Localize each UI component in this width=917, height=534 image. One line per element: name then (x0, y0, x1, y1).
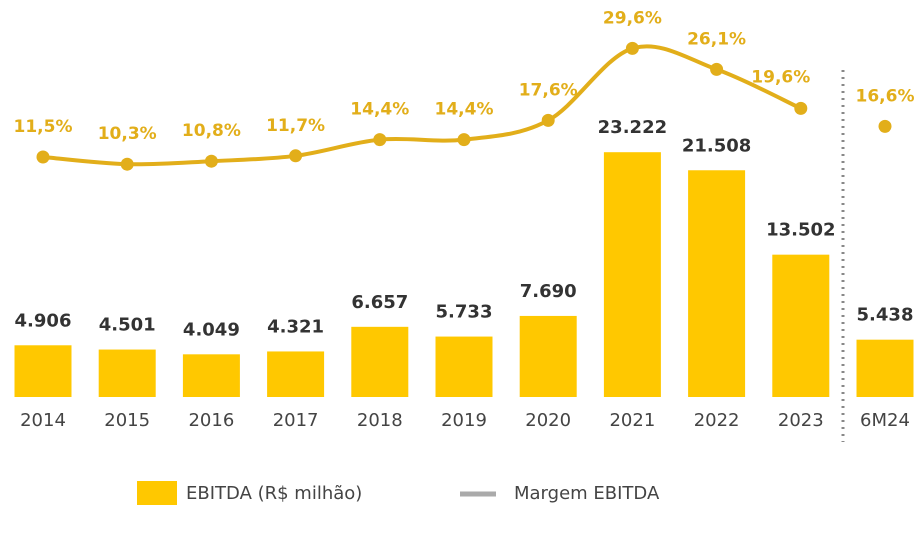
line-point (710, 62, 724, 76)
x-tick-label: 2022 (694, 410, 740, 431)
line-point (794, 101, 808, 115)
line-point (120, 157, 134, 171)
bar-label: 4.906 (15, 310, 72, 331)
line-label: 14,4% (435, 100, 494, 120)
line-point (289, 149, 303, 163)
line-label: 14,4% (350, 100, 409, 120)
bar-label: 23.222 (598, 117, 667, 138)
bar (688, 170, 746, 397)
bar-label: 21.508 (682, 135, 751, 156)
line-label: 10,3% (98, 124, 157, 144)
line-label: 16,6% (856, 86, 915, 106)
bar-label: 5.733 (436, 302, 493, 323)
line-point (878, 119, 892, 133)
line-label: 11,7% (266, 116, 325, 136)
bar (435, 336, 493, 397)
line-point (204, 154, 218, 168)
bar-label: 6.657 (351, 292, 408, 313)
line-label: 10,8% (182, 121, 241, 141)
x-tick-label: 2021 (609, 410, 655, 431)
line-label: 29,6% (603, 8, 662, 28)
legend-label: Margem EBITDA (514, 483, 660, 504)
line-label: 11,5% (14, 117, 73, 137)
x-tick-label: 2016 (188, 410, 234, 431)
bar (603, 152, 661, 397)
line-label: 19,6% (751, 67, 810, 87)
x-tick-label: 2014 (20, 410, 66, 431)
x-tick-label: 2018 (357, 410, 403, 431)
line-label: 17,6% (519, 80, 578, 100)
bar (351, 326, 409, 397)
bar (98, 349, 156, 397)
bar (519, 315, 577, 397)
bar-label: 4.049 (183, 319, 240, 340)
legend-swatch-bar (137, 481, 177, 505)
line-point (541, 113, 555, 127)
bar (182, 354, 240, 397)
bar (14, 345, 72, 397)
bar-label: 7.690 (520, 281, 577, 302)
line-point (36, 150, 50, 164)
line (42, 44, 802, 167)
line-point (373, 133, 387, 147)
line-point (625, 41, 639, 55)
x-tick-label: 6M24 (860, 410, 910, 431)
x-tick-label: 2017 (273, 410, 319, 431)
line-label: 26,1% (687, 29, 746, 49)
line-point (457, 133, 471, 147)
x-tick-label: 2023 (778, 410, 824, 431)
bar (856, 339, 914, 397)
bar-label: 4.321 (267, 316, 324, 337)
bar (267, 351, 325, 397)
x-tick-label: 2015 (104, 410, 150, 431)
bar-label: 13.502 (766, 220, 835, 241)
x-tick-label: 2020 (525, 410, 571, 431)
bar (772, 254, 830, 397)
legend-label: EBITDA (R$ milhão) (186, 483, 362, 504)
bar-label: 5.438 (857, 305, 914, 326)
bar-label: 4.501 (99, 315, 156, 336)
x-tick-label: 2019 (441, 410, 487, 431)
